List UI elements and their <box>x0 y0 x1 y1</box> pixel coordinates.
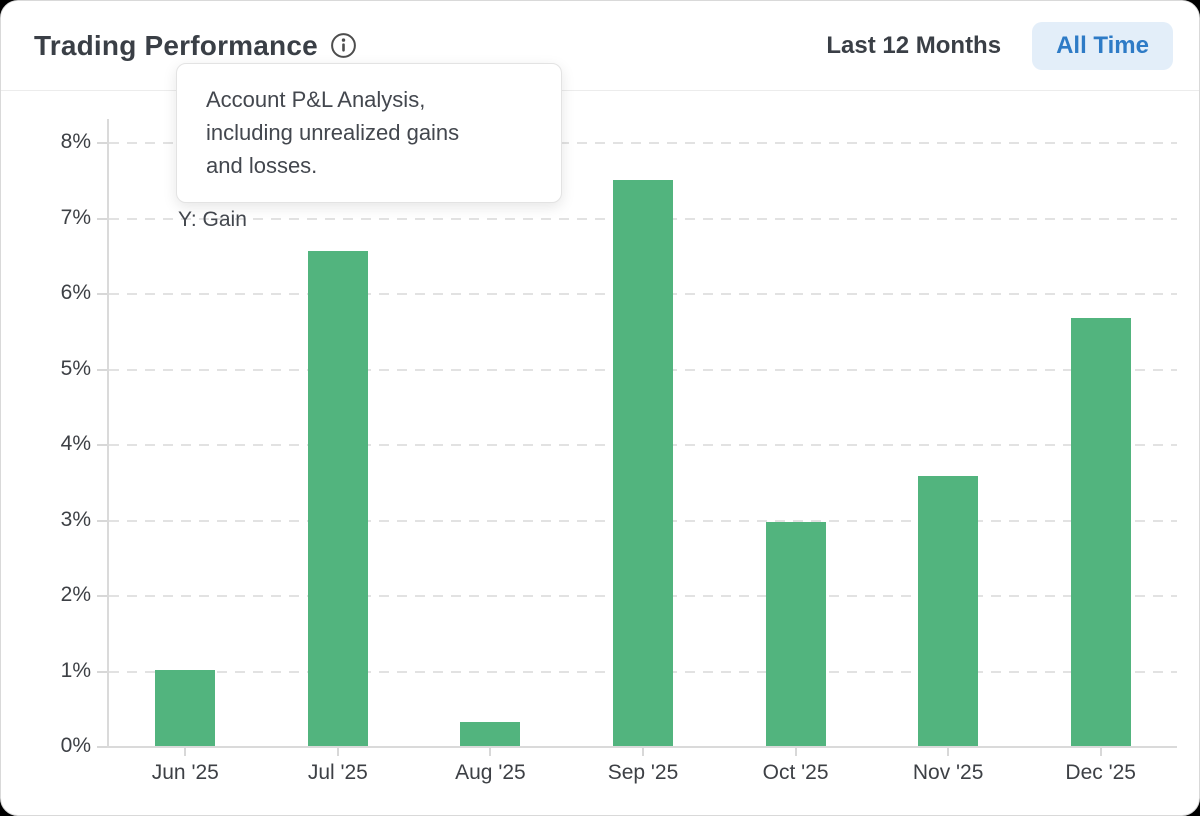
y-tick-label: 6% <box>60 281 91 304</box>
x-tick-label: Sep '25 <box>607 761 679 784</box>
y-tick <box>97 595 107 597</box>
bar-oct-25[interactable] <box>765 521 826 746</box>
tooltip-text-line: and losses. <box>206 153 318 178</box>
y-tick-label: 1% <box>60 658 91 682</box>
gridline <box>109 142 1177 144</box>
y-tick <box>97 444 107 446</box>
x-tick-label: Jul '25 <box>307 761 368 784</box>
x-tick <box>489 748 492 756</box>
x-tick <box>1099 748 1102 756</box>
x-tick <box>794 748 797 756</box>
y-axis-annotation: Y: Gain <box>178 208 247 231</box>
y-tick-label: 2% <box>60 583 91 606</box>
x-tick <box>336 748 339 756</box>
x-tick-label: Dec '25 <box>1065 761 1136 784</box>
range-toggle: Last 12 Months All Time <box>826 21 1173 70</box>
y-tick-label: 7% <box>60 205 91 229</box>
y-tick <box>97 142 107 144</box>
y-tick <box>97 293 107 295</box>
y-tick-label: 5% <box>60 356 91 380</box>
y-tick <box>97 368 107 371</box>
y-tick <box>97 670 107 673</box>
y-tick <box>97 519 107 522</box>
y-tick <box>97 217 107 220</box>
tooltip-text-line: including unrealized gains <box>206 120 460 145</box>
info-tooltip: Account P&L Analysis, including unrealiz… <box>176 63 562 203</box>
x-tick <box>947 748 950 756</box>
x-tick <box>642 748 644 756</box>
y-axis-line <box>107 119 109 748</box>
x-tick-label: Nov '25 <box>912 761 984 784</box>
bar-nov-25[interactable] <box>918 475 979 746</box>
y-tick-label: 0% <box>60 734 91 757</box>
page-title: Trading Performance <box>34 29 318 61</box>
info-icon[interactable] <box>330 32 357 59</box>
y-tick-label: 8% <box>60 130 91 153</box>
x-axis-line <box>109 746 1177 748</box>
bar-sep-25[interactable] <box>613 179 673 746</box>
x-tick-label: Jun '25 <box>151 761 219 784</box>
bar-jul-25[interactable] <box>307 251 368 746</box>
bar-dec-25[interactable] <box>1070 317 1131 746</box>
bar-aug-25[interactable] <box>460 721 521 746</box>
range-option-last-12-months[interactable]: Last 12 Months <box>826 31 1002 59</box>
x-tick-label: Oct '25 <box>762 761 829 784</box>
tooltip-text-line: Account P&L Analysis, <box>206 87 426 112</box>
y-tick-label: 3% <box>60 507 91 531</box>
bar-jun-25[interactable] <box>155 669 216 746</box>
y-tick-label: 4% <box>60 432 91 455</box>
range-option-all-time[interactable]: All Time <box>1032 21 1173 70</box>
x-tick-label: Aug '25 <box>455 761 526 784</box>
x-tick <box>184 748 187 756</box>
y-tick <box>97 746 107 748</box>
